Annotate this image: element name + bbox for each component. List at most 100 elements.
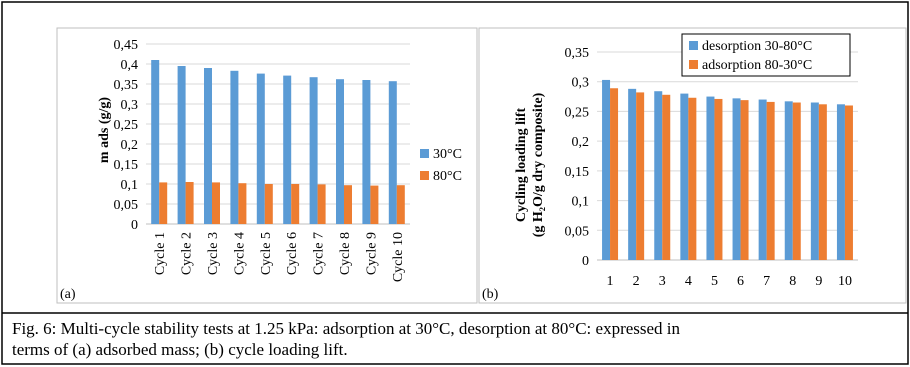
panel-b-y-tick-labels: 0 0,05 0,1 0,15 0,2 0,25 0,3 0,35 — [565, 46, 590, 269]
panel-a-x-tick-label: Cycle 8 — [338, 232, 353, 275]
panel-b-label: (b) — [482, 287, 499, 302]
panel-b-bar-series1-8 — [784, 101, 793, 260]
panel-a-y-axis-label: m ads (g/g) — [97, 97, 112, 163]
panel-b-y-tick-label: 0,15 — [565, 165, 590, 180]
panel-a-bar-series1-9 — [362, 80, 371, 224]
panel-b-y-tick-label: 0,25 — [565, 105, 590, 120]
panel-a-bar-series1-7 — [309, 77, 318, 224]
panel-b-bar-series2-7 — [766, 101, 775, 260]
panel-b-x-tick-label: 3 — [659, 274, 666, 289]
panel-a-border — [56, 27, 478, 304]
panel-a-x-tick-label: Cycle 10 — [391, 232, 406, 282]
panel-a-label: (a) — [60, 287, 76, 302]
panel-b-y-tick-label: 0,35 — [565, 46, 590, 61]
panel-a-y-tick-label: 0 — [131, 218, 138, 233]
panel-a-y-tick-label: 0,35 — [114, 78, 139, 93]
panel-b-legend-swatch-adsorption — [689, 60, 698, 69]
panel-a-legend-label-80c: 80°C — [433, 169, 462, 184]
panel-b-y-tick-label: 0,3 — [572, 76, 590, 91]
panel-a-bar-series1-2 — [177, 66, 186, 224]
panel-b-bar-series2-2 — [636, 92, 645, 260]
panel-a-bar-series2-4 — [238, 183, 247, 224]
panel-b-x-tick-label: 8 — [789, 274, 796, 289]
panel-b-bar-series1-2 — [628, 88, 637, 261]
panel-b-x-tick-label: 5 — [711, 274, 718, 289]
panel-b-bar-series1-3 — [654, 91, 663, 260]
panel-b-bars — [602, 79, 853, 261]
panel-a-x-tick-labels: Cycle 1 Cycle 2 Cycle 3 Cycle 4 Cycle 5 Cycle… — [153, 232, 406, 282]
panel-a-bar-series1-10 — [388, 81, 397, 224]
panel-a-y-tick-label: 0,15 — [114, 158, 139, 173]
panel-a-legend-swatch-80c — [420, 171, 429, 180]
panel-b-legend: desorption 30-80°C adsorption 80-30°C — [681, 33, 851, 77]
panel-a-bar-series2-8 — [344, 185, 352, 224]
panel-a-bar-series2-10 — [396, 185, 405, 224]
panel-a-legend: 30°C 80°C — [420, 147, 462, 184]
panel-a-y-tick-label: 0,3 — [121, 98, 139, 113]
panel-a-bar-series2-1 — [159, 182, 168, 224]
caption-line-1: Fig. 6: Multi-cycle stability tests at 1… — [12, 319, 681, 338]
panel-b-y-axis-label-line1: Cycling loading lift — [514, 107, 529, 222]
panel-b-legend-box — [681, 33, 851, 77]
panel-b-x-tick-label: 2 — [633, 274, 640, 289]
panel-b-x-tick-label: 6 — [737, 274, 744, 289]
panel-b-bar-series2-8 — [792, 102, 801, 260]
panel-a-x-tick-label: Cycle 3 — [206, 232, 221, 275]
panel-a-bar-series2-9 — [370, 185, 379, 224]
panel-b: 0 0,05 0,1 0,15 0,2 0,25 0,3 0,35 1 2 3 4 5 6 7 8 9 10 C… — [478, 27, 907, 304]
panel-b-bar-series1-9 — [810, 102, 819, 260]
panel-a-x-tick-label: Cycle 9 — [364, 232, 379, 275]
panel-b-bar-series1-10 — [836, 104, 845, 260]
panel-b-legend-label-desorption: desorption 30-80°C — [702, 39, 812, 54]
panel-b-bar-series1-6 — [732, 98, 741, 261]
panel-a-y-tick-label: 0,25 — [114, 118, 139, 133]
panel-a-bar-series1-5 — [256, 73, 265, 224]
panel-b-bar-series2-3 — [662, 94, 671, 260]
panel-b-bar-series1-7 — [758, 99, 767, 261]
panel-a-legend-label-30c: 30°C — [433, 147, 462, 162]
panel-b-bar-series2-5 — [714, 98, 723, 260]
panel-b-y-tick-label: 0,2 — [572, 135, 590, 150]
panel-a-bar-series2-6 — [291, 184, 300, 224]
panel-a-x-tick-label: Cycle 4 — [232, 232, 247, 275]
panel-b-y-tick-label: 0,1 — [572, 195, 590, 210]
panel-a-bar-series1-1 — [151, 60, 160, 224]
panel-a-x-tick-label: Cycle 2 — [180, 232, 195, 275]
panel-a-x-tick-label: Cycle 5 — [259, 232, 274, 275]
panel-b-bar-series2-10 — [844, 105, 853, 260]
panel-a-bar-series2-7 — [317, 184, 326, 224]
panel-a-legend-swatch-30c — [420, 149, 429, 158]
panel-b-y-tick-label: 0 — [582, 254, 589, 269]
panel-b-x-tick-labels: 1 2 3 4 5 6 7 8 9 10 — [607, 274, 852, 289]
panel-b-bar-series1-4 — [680, 93, 689, 260]
figure-caption: Fig. 6: Multi-cycle stability tests at 1… — [12, 318, 904, 360]
panel-b-x-tick-label: 10 — [838, 274, 852, 289]
panel-a-y-tick-label: 0,45 — [114, 38, 139, 53]
panel-a-y-tick-label: 0,4 — [121, 58, 139, 73]
panel-b-x-tick-label: 9 — [815, 274, 822, 289]
panel-a-y-tick-labels: 0 0,05 0,1 0,15 0,2 0,25 0,3 0,35 0,4 0,45 — [114, 38, 139, 233]
panel-b-bar-series2-4 — [688, 97, 697, 260]
panel-a-bar-series2-5 — [264, 184, 273, 224]
panel-a: 0 0,05 0,1 0,15 0,2 0,25 0,3 0,35 0,4 0,45 Cycle … — [56, 27, 478, 304]
panel-a-bar-series2-3 — [212, 182, 220, 224]
panel-a-bar-series1-6 — [283, 75, 292, 224]
panel-b-x-tick-label: 4 — [685, 274, 692, 289]
panel-b-legend-swatch-desorption — [689, 41, 698, 50]
panel-b-legend-label-adsorption: adsorption 80-30°C — [702, 58, 812, 73]
panel-a-y-tick-label: 0,1 — [121, 178, 139, 193]
panel-a-y-tick-label: 0,2 — [121, 138, 139, 153]
caption-line-2: terms of (a) adsorbed mass; (b) cycle lo… — [12, 340, 348, 359]
panel-b-x-tick-label: 1 — [607, 274, 614, 289]
panel-a-y-tick-label: 0,05 — [114, 198, 139, 213]
panel-b-bar-series1-1 — [602, 79, 611, 260]
panel-b-bar-series2-6 — [740, 100, 749, 260]
panel-a-x-tick-label: Cycle 6 — [285, 232, 300, 275]
panel-b-x-tick-label: 7 — [763, 274, 770, 289]
panel-a-bar-series1-8 — [336, 79, 344, 224]
panel-a-bar-series1-3 — [204, 68, 212, 224]
panel-b-bar-series2-9 — [818, 104, 827, 260]
panel-b-bar-series2-1 — [610, 88, 619, 260]
